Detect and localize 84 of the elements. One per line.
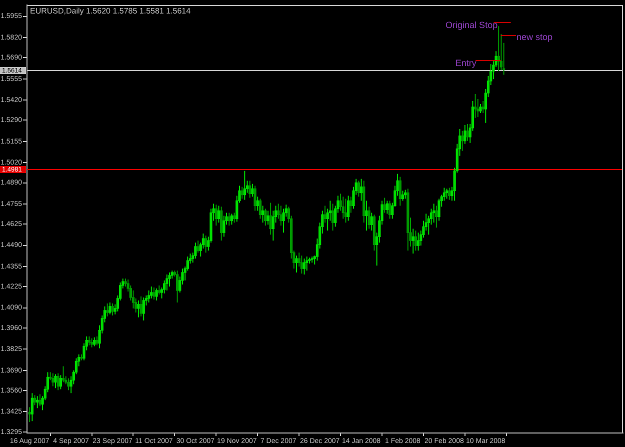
candlestick xyxy=(365,200,368,232)
candlestick xyxy=(168,272,171,288)
candlestick xyxy=(132,290,135,309)
candlestick xyxy=(401,190,404,202)
candlestick xyxy=(176,270,179,303)
candlestick xyxy=(266,210,270,226)
candlestick xyxy=(33,394,36,406)
candlestick xyxy=(111,302,114,316)
candlestick xyxy=(368,206,370,230)
candlestick xyxy=(474,93,477,118)
candlestick xyxy=(342,196,344,220)
candlestick xyxy=(482,100,484,114)
candlestick xyxy=(300,255,304,274)
candlestick xyxy=(269,202,272,236)
candlestick xyxy=(357,180,360,198)
ref-line-label: Original Stop xyxy=(446,20,498,30)
chart-title: EURUSD,Daily 1.5620 1.5785 1.5581 1.5614 xyxy=(30,6,192,16)
candlestick xyxy=(350,196,352,214)
candlestick xyxy=(331,203,334,232)
candlestick xyxy=(194,242,197,260)
candlestick xyxy=(324,205,326,224)
candlestick xyxy=(248,180,252,198)
candlestick xyxy=(56,372,60,391)
candlestick xyxy=(232,212,236,224)
candlestick xyxy=(52,372,54,387)
ref-line-label: new stop xyxy=(516,32,553,42)
candlestick xyxy=(59,374,62,390)
candlestick xyxy=(302,258,306,276)
ref-line-label: Entry xyxy=(455,58,477,68)
candlestick xyxy=(217,205,220,224)
candlestick xyxy=(438,198,440,222)
candlestick xyxy=(106,302,109,317)
candlestick xyxy=(30,392,34,422)
candlestick xyxy=(479,103,482,114)
candlestick xyxy=(155,288,158,301)
candlestick xyxy=(258,198,262,220)
candlestick xyxy=(398,176,402,206)
candlestick xyxy=(67,378,70,391)
candlestick xyxy=(158,284,160,296)
candlestick xyxy=(261,205,264,224)
candlestick xyxy=(282,208,285,234)
candlestick xyxy=(461,130,464,152)
candlestick xyxy=(383,197,386,214)
candlestick xyxy=(412,228,414,254)
candlestick xyxy=(264,208,267,226)
candlestick xyxy=(295,255,298,273)
candlestick xyxy=(166,274,168,291)
candlestick xyxy=(230,213,234,226)
candlestick xyxy=(140,296,142,317)
candlestick xyxy=(448,187,451,200)
candlestick xyxy=(388,200,392,220)
candlestick xyxy=(256,196,259,212)
candlestick xyxy=(243,170,246,200)
candlestick xyxy=(414,230,418,252)
candlestick xyxy=(360,178,363,202)
candlestick xyxy=(108,302,112,315)
candlestick xyxy=(280,205,282,226)
candlestick xyxy=(435,205,438,228)
candlestick xyxy=(150,286,153,299)
candlestick xyxy=(476,98,480,118)
candlestick xyxy=(220,206,223,242)
candlestick xyxy=(251,183,254,198)
candlestick xyxy=(222,215,226,238)
candlestick xyxy=(466,123,469,142)
candlestick xyxy=(386,200,389,214)
candlestick xyxy=(214,204,218,226)
candlestick xyxy=(147,290,150,303)
candlestick xyxy=(204,235,208,254)
candlestick xyxy=(54,374,57,389)
candlestick xyxy=(416,232,420,252)
candlestick xyxy=(62,366,65,383)
candlestick xyxy=(137,300,140,318)
candlestick xyxy=(464,124,466,144)
candlestick xyxy=(344,198,348,224)
candlestick xyxy=(142,296,145,321)
candlestick xyxy=(196,240,200,254)
candlestick xyxy=(38,394,42,407)
candlestick xyxy=(152,286,156,300)
candlestick xyxy=(240,186,244,200)
candlestick xyxy=(346,195,350,222)
candlestick xyxy=(370,212,373,232)
candlestick xyxy=(28,406,31,423)
candlestick xyxy=(254,185,256,212)
candlestick xyxy=(228,212,230,226)
